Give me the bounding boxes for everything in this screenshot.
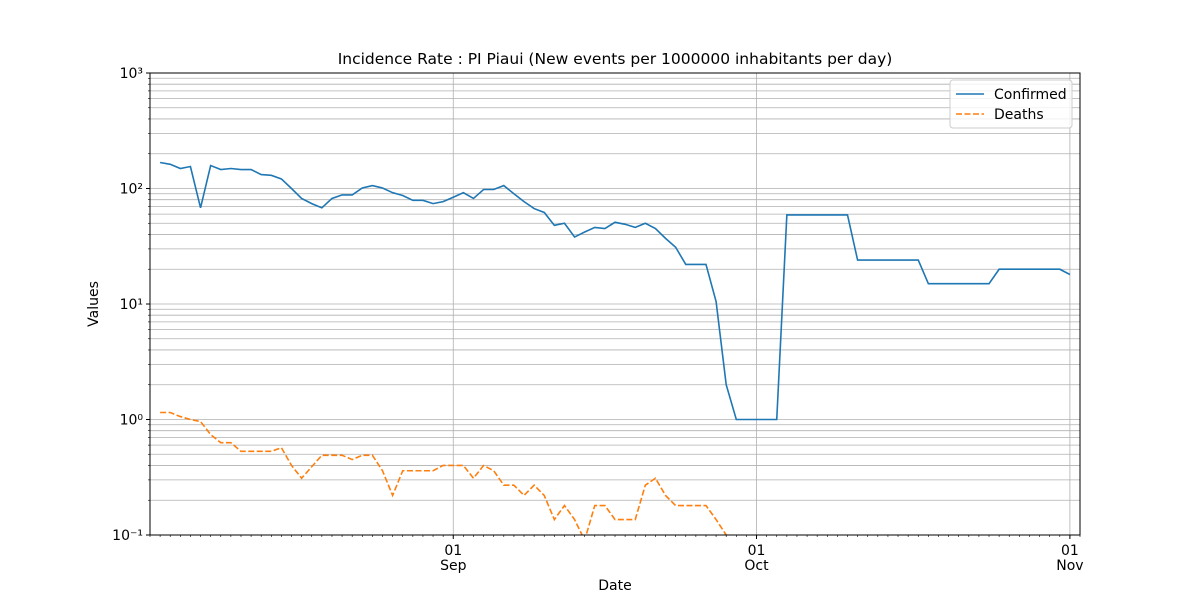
- series-line: [159, 161, 1071, 421]
- x-axis-label: Date: [598, 578, 631, 594]
- plot-lines: [159, 161, 1071, 535]
- series-line: [160, 411, 727, 535]
- y-tick-label: 10³: [120, 66, 143, 82]
- legend-label: Confirmed: [994, 87, 1067, 103]
- legend-box: [949, 79, 1073, 129]
- y-tick-label: 10⁰: [120, 413, 144, 429]
- y-tick-label: 10²: [120, 182, 143, 198]
- y-axis-label: Values: [86, 281, 102, 327]
- x-tick-label: 01 Oct: [744, 543, 769, 574]
- x-tick-label: 01 Nov: [1056, 543, 1083, 574]
- legend: Confirmed Deaths: [949, 79, 1073, 129]
- legend-label: Deaths: [994, 107, 1044, 123]
- x-tick-label: 01 Sep: [440, 543, 467, 574]
- grid: [150, 72, 1080, 536]
- ticks: 10⁻¹ 10⁰ 10¹ 10² 10³ 01 Sep 01 Oct 01 Nov: [112, 66, 1083, 574]
- y-tick-label: 10⁻¹: [112, 528, 143, 544]
- chart-title: Incidence Rate : PI Piaui (New events pe…: [338, 50, 893, 68]
- y-tick-label: 10¹: [120, 297, 143, 313]
